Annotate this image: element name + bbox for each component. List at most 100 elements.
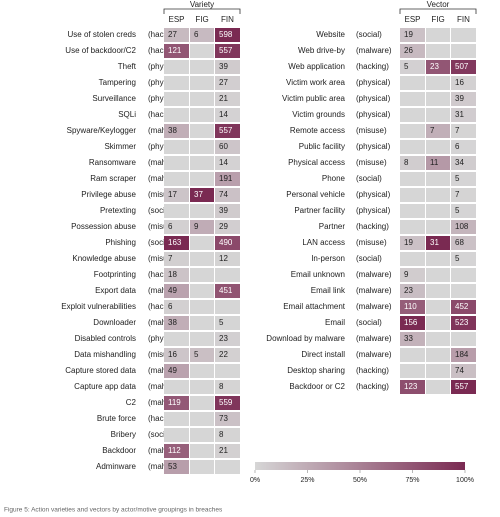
row-group: (social) [356, 254, 382, 263]
cell-value: 191 [219, 174, 233, 183]
empty-cell [190, 236, 214, 250]
row-label: Email attachment [283, 302, 346, 311]
colorbar-tick-label: 75% [405, 477, 419, 484]
row-label: Pretexting [100, 206, 136, 215]
cell-value: 112 [168, 446, 181, 455]
cell-value: 14 [219, 110, 228, 119]
caption: Figure 5: Action varieties and vectors b… [4, 507, 223, 514]
cell-value: 5 [194, 350, 199, 359]
cell-value: 33 [404, 334, 413, 343]
column-header: ESP [168, 15, 184, 24]
row-group: (social) [148, 238, 174, 247]
row-label: Capture stored data [65, 366, 136, 375]
cell-value: 17 [168, 190, 177, 199]
empty-cell [400, 76, 425, 90]
heat-cell [190, 348, 214, 362]
row-label: Ram scraper [90, 174, 136, 183]
heat-cell [215, 188, 240, 202]
empty-cell [190, 252, 214, 266]
heat-cell [215, 236, 240, 250]
cell-value: 37 [194, 190, 203, 199]
row-label: Skimmer [104, 142, 136, 151]
heat-cell [164, 460, 189, 474]
row-label: Disabled controls [75, 334, 136, 343]
colorbar-tick-label: 0% [250, 477, 260, 484]
empty-cell [164, 92, 189, 106]
row-group: (social) [148, 430, 174, 439]
heat-cell [451, 300, 476, 314]
heat-cell [215, 332, 240, 346]
empty-cell [426, 28, 450, 42]
heat-cell [215, 444, 240, 458]
cell-value: 6 [194, 30, 199, 39]
row-group: (physical) [356, 78, 391, 87]
row-label: Knowledge abuse [72, 254, 136, 263]
empty-cell [400, 108, 425, 122]
empty-cell [426, 172, 450, 186]
row-group: (malware) [356, 350, 392, 359]
cell-value: 123 [404, 382, 418, 391]
row-label: SQLi [118, 110, 136, 119]
heat-cell [215, 220, 240, 234]
cell-value: 21 [219, 446, 228, 455]
cell-value: 23 [219, 334, 228, 343]
cell-value: 49 [168, 286, 177, 295]
empty-cell [190, 140, 214, 154]
heat-cell [215, 252, 240, 266]
empty-cell [426, 188, 450, 202]
heat-cell [215, 284, 240, 298]
empty-cell [190, 156, 214, 170]
cell-value: 18 [168, 270, 177, 279]
cell-value: 557 [455, 382, 469, 391]
row-label: Victim public area [282, 94, 346, 103]
row-label: Backdoor [102, 446, 136, 455]
cell-value: 39 [455, 94, 464, 103]
cell-value: 7 [430, 126, 435, 135]
row-label: Email unknown [291, 270, 345, 279]
row-label: C2 [126, 398, 137, 407]
cell-value: 74 [455, 366, 464, 375]
cell-value: 119 [168, 398, 181, 407]
cell-value: 26 [404, 46, 413, 55]
row-group: (social) [356, 30, 382, 39]
cell-value: 34 [455, 158, 464, 167]
heat-cell [164, 396, 189, 410]
heat-cell [451, 364, 476, 378]
cell-value: 559 [219, 398, 233, 407]
heat-cell [164, 444, 189, 458]
cell-value: 49 [168, 366, 177, 375]
empty-cell [451, 332, 476, 346]
row-label: In-person [311, 254, 345, 263]
heat-cell [164, 236, 189, 250]
row-group: (physical) [356, 190, 391, 199]
heat-cell [451, 172, 476, 186]
cell-value: 121 [168, 46, 182, 55]
cell-value: 5 [404, 62, 409, 71]
row-label: Export data [95, 286, 136, 295]
heat-cell [164, 188, 189, 202]
heat-cell [190, 28, 214, 42]
empty-cell [400, 140, 425, 154]
cell-value: 19 [404, 30, 413, 39]
empty-cell [451, 44, 476, 58]
cell-value: 7 [168, 254, 173, 263]
empty-cell [400, 252, 425, 266]
empty-cell [190, 44, 214, 58]
cell-value: 23 [404, 286, 413, 295]
colorbar-tick-label: 25% [300, 477, 314, 484]
row-label: Tampering [99, 78, 136, 87]
heat-cell [451, 236, 476, 250]
cell-value: 8 [404, 158, 409, 167]
heat-cell [451, 380, 476, 394]
empty-cell [190, 268, 214, 282]
heat-cell [451, 316, 476, 330]
cell-value: 39 [219, 62, 228, 71]
row-group: (malware) [356, 270, 392, 279]
empty-cell [164, 140, 189, 154]
empty-cell [190, 300, 214, 314]
heat-cell [164, 28, 189, 42]
empty-cell [190, 380, 214, 394]
panel-title: Variety [190, 0, 214, 9]
column-header: FIG [431, 15, 444, 24]
heat-cell [215, 156, 240, 170]
